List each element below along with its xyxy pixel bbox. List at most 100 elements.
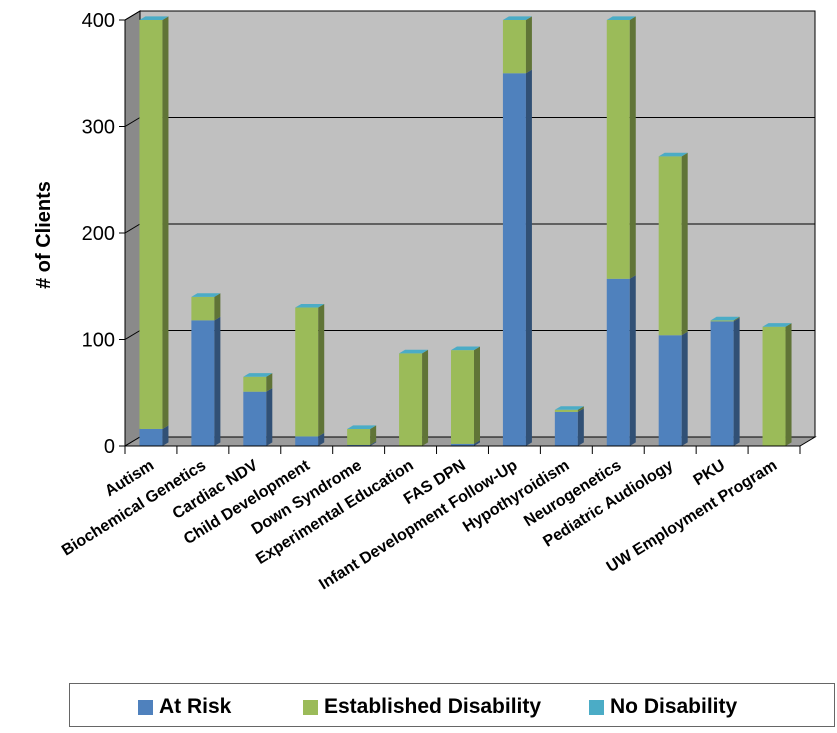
bar-top: [347, 425, 377, 429]
bar-side: [318, 432, 325, 446]
bar-front: [710, 320, 734, 322]
legend-label-no-disability: No Disability: [610, 695, 738, 718]
bar-front: [710, 321, 734, 446]
bar-side: [629, 275, 636, 446]
y-axis-title: # of Clients: [33, 181, 55, 289]
bar-segment: [347, 425, 377, 445]
bar-front: [762, 326, 786, 446]
legend-item-no-disability: No Disability: [589, 695, 737, 719]
bar-side: [577, 406, 584, 412]
bar-front: [295, 307, 319, 437]
bar-side: [733, 316, 740, 322]
bar-front: [295, 436, 319, 446]
legend-label-at-risk: At Risk: [159, 695, 232, 718]
bar-segment: [399, 349, 429, 446]
bar-segment: [295, 432, 325, 446]
bar-top: [762, 323, 792, 327]
bar-side: [370, 441, 377, 446]
bar-top: [295, 303, 325, 308]
bar-side: [733, 317, 740, 446]
bar-top: [658, 152, 688, 157]
x-tick-label: PKU: [691, 457, 729, 489]
bar-segment: [710, 317, 740, 446]
bar-side: [214, 293, 221, 321]
bar-side: [785, 323, 792, 446]
bar-top: [554, 406, 584, 410]
bar-front: [606, 278, 630, 446]
y-axis: 0 100 200 300 400: [82, 10, 126, 458]
bar-front: [243, 376, 267, 392]
bar-segment: [451, 346, 480, 444]
bar-side: [474, 440, 480, 446]
legend: At Risk Established Disability No Disabi…: [69, 683, 835, 727]
bar-front: [243, 391, 267, 446]
bar-top: [243, 373, 273, 377]
bar-front: [606, 20, 630, 279]
bar-segment: [139, 16, 169, 429]
bar-segment: [606, 16, 636, 279]
bar-side: [629, 16, 636, 279]
bar-segment: [191, 316, 221, 446]
bar-segment: [347, 441, 377, 446]
bar-front: [347, 428, 371, 445]
bar-front: [554, 411, 578, 446]
bar-side: [162, 425, 169, 446]
bar-side: [266, 388, 273, 446]
legend-item-established-disability: Established Disability: [303, 695, 541, 719]
bar-segment: [606, 275, 636, 446]
bar-segment: [295, 303, 325, 437]
bar-front: [139, 428, 163, 446]
bar-front: [502, 20, 526, 74]
bar-segment: [554, 408, 584, 446]
bar-front: [191, 296, 215, 321]
bar-segment: [243, 388, 273, 446]
bar-side: [422, 349, 429, 446]
bar-segment: [554, 406, 584, 412]
bar-front: [658, 156, 682, 336]
y-tick-label: 100: [82, 330, 115, 352]
bar-top: [451, 346, 480, 351]
bar-segment: [139, 425, 169, 446]
y-tick-label: 300: [82, 117, 115, 139]
bar-segment: [502, 69, 532, 447]
legend-swatch-established-disability: [303, 699, 318, 715]
legend-swatch-no-disability: [589, 699, 604, 715]
bar-side: [370, 425, 377, 445]
bar-segment: [191, 293, 221, 321]
bar-top: [139, 16, 169, 20]
y-tick-label: 0: [104, 436, 115, 458]
bar-side: [214, 316, 221, 446]
bar-front: [451, 350, 474, 444]
bar-front: [399, 353, 423, 446]
bar-side: [681, 152, 688, 336]
bar-top: [606, 16, 636, 20]
bar-top: [399, 349, 429, 354]
bar-front: [347, 444, 371, 446]
bar-segment: [243, 373, 273, 392]
y-tick-label: 400: [82, 10, 115, 32]
bars: [139, 16, 792, 447]
bar-side: [162, 16, 169, 429]
gridline-side: [124, 117, 141, 127]
legend-label-established-disability: Established Disability: [324, 695, 542, 718]
bar-segment: [451, 440, 480, 446]
bar-top: [191, 293, 221, 297]
bar-segment: [658, 152, 688, 336]
y-tick-label: 200: [82, 223, 115, 245]
bar-top: [502, 16, 532, 20]
bar-top: [710, 316, 740, 321]
bar-side: [577, 408, 584, 446]
bar-segment: [658, 331, 688, 446]
bar-front: [451, 443, 474, 446]
bar-side: [525, 16, 532, 74]
bar-front: [191, 320, 215, 446]
gridline-side: [124, 10, 141, 21]
bar-segment: [762, 323, 792, 446]
bar-side: [525, 69, 532, 447]
bar-segment: [502, 16, 532, 74]
gridline-side: [124, 223, 141, 234]
bar-front: [554, 409, 578, 412]
